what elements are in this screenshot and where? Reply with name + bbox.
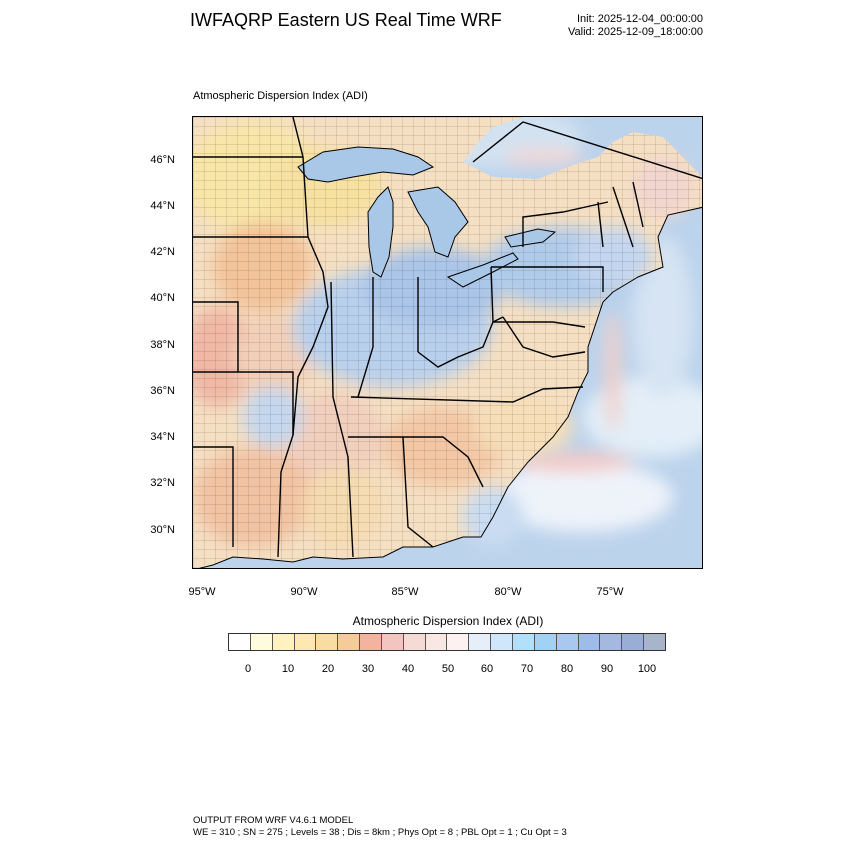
colorbar xyxy=(228,633,666,651)
lat-label: 36°N xyxy=(150,385,175,397)
lat-label: 44°N xyxy=(150,200,175,212)
model-info-footer: OUTPUT FROM WRF V4.6.1 MODEL WE = 310 ; … xyxy=(193,815,567,839)
lake-ontario xyxy=(504,228,557,248)
colorbar-swatch xyxy=(600,634,623,650)
lat-label: 46°N xyxy=(150,154,175,166)
colorbar-swatch xyxy=(622,634,645,650)
colorbar-label: 100 xyxy=(637,663,657,675)
colorbar-swatch xyxy=(469,634,492,650)
lake-erie xyxy=(446,252,519,288)
colorbar-swatch xyxy=(425,634,448,650)
colorbar-swatch xyxy=(338,634,361,650)
map-panel xyxy=(192,116,703,569)
colorbar-label: 80 xyxy=(560,663,574,675)
lon-label: 90°W xyxy=(290,586,318,598)
colorbar-swatch xyxy=(644,634,665,650)
colorbar-label: 20 xyxy=(321,663,335,675)
colorbar-swatch xyxy=(491,634,513,650)
lat-label: 42°N xyxy=(150,246,175,258)
colorbar-swatch xyxy=(512,634,535,650)
state-borders xyxy=(193,117,702,558)
colorbar-label: 70 xyxy=(520,663,534,675)
colorbar-swatch xyxy=(229,634,251,650)
init-time: Init: 2025-12-04_00:00:00 xyxy=(577,13,703,25)
colorbar-swatch xyxy=(250,634,273,650)
colorbar-label: 30 xyxy=(361,663,375,675)
colorbar-swatch xyxy=(381,634,404,650)
colorbar-swatch xyxy=(534,634,557,650)
colorbar-label: 60 xyxy=(480,663,494,675)
page-title: IWFAQRP Eastern US Real Time WRF xyxy=(190,10,502,30)
colorbar-title: Atmospheric Dispersion Index (ADI) xyxy=(352,614,544,628)
colorbar-swatch xyxy=(447,634,470,650)
colorbar-label: 90 xyxy=(600,663,614,675)
lon-label: 85°W xyxy=(391,586,419,598)
lon-label: 95°W xyxy=(188,586,216,598)
lon-label: 75°W xyxy=(596,586,624,598)
lat-label: 40°N xyxy=(150,292,175,304)
colorbar-swatch xyxy=(294,634,317,650)
colorbar-swatch xyxy=(360,634,382,650)
coastline xyxy=(198,206,702,568)
great-lakes xyxy=(297,146,557,288)
adi-map xyxy=(193,117,702,568)
colorbar-label: 40 xyxy=(401,663,415,675)
lat-label: 30°N xyxy=(150,524,175,536)
lake-michigan xyxy=(367,186,394,278)
county-lines xyxy=(193,117,702,568)
lat-label: 38°N xyxy=(150,339,175,351)
lake-superior xyxy=(297,146,435,183)
footer-line-1: OUTPUT FROM WRF V4.6.1 MODEL xyxy=(193,815,354,826)
colorbar-label: 50 xyxy=(441,663,455,675)
colorbar-label: 10 xyxy=(281,663,295,675)
lat-label: 34°N xyxy=(150,431,175,443)
colorbar-swatch xyxy=(316,634,339,650)
colorbar-swatch xyxy=(556,634,579,650)
lat-label: 32°N xyxy=(150,477,175,489)
colorbar-label: 0 xyxy=(244,663,252,675)
lon-label: 80°W xyxy=(494,586,522,598)
map-subtitle: Atmospheric Dispersion Index (ADI) xyxy=(193,90,368,102)
valid-time: Valid: 2025-12-09_18:00:00 xyxy=(568,26,703,38)
run-info: Init: 2025-12-04_00:00:00 Valid: 2025-12… xyxy=(520,13,703,39)
colorbar-swatch xyxy=(272,634,295,650)
ocean-patterns xyxy=(363,117,702,532)
colorbar-swatch xyxy=(403,634,426,650)
colorbar-swatch xyxy=(578,634,601,650)
lake-huron xyxy=(407,186,469,258)
footer-line-2: WE = 310 ; SN = 275 ; Levels = 38 ; Dis … xyxy=(193,827,567,838)
